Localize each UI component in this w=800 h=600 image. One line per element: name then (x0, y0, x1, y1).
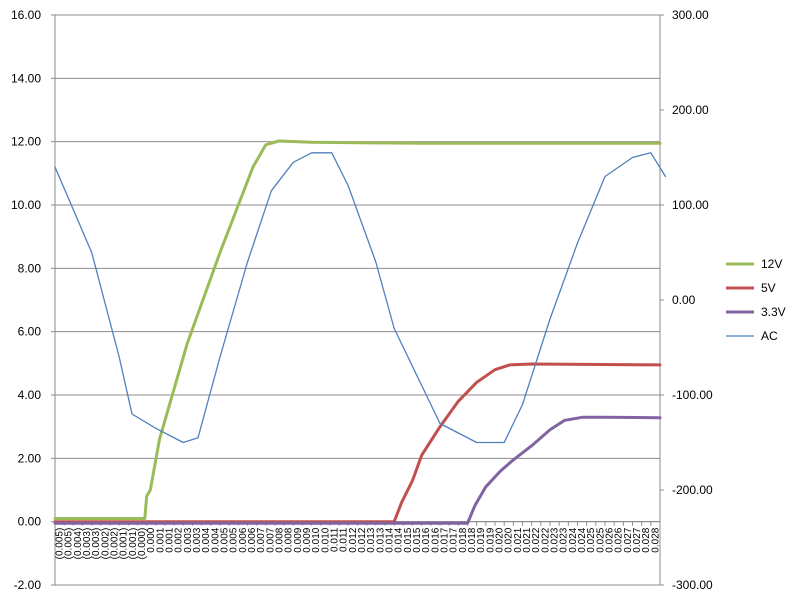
x-tick-label: 0.005 (220, 527, 231, 552)
x-tick-label: 0.027 (623, 527, 634, 552)
x-tick-label: (0.001) (128, 528, 139, 560)
x-tick-label: 0.020 (495, 527, 506, 552)
x-tick-label: 0.009 (293, 527, 304, 552)
y-left-tick-label: 2.00 (18, 451, 42, 465)
x-tick-label: 0.023 (559, 527, 570, 552)
x-tick-label: 0.023 (550, 527, 561, 552)
series-line-5v (53, 362, 662, 524)
series-lines (53, 139, 667, 525)
x-tick-label: 0.015 (412, 527, 423, 552)
y-right-tick-label: 100.00 (672, 198, 709, 212)
x-tick-label: 0.001 (165, 527, 176, 552)
series-line-3-3v (53, 415, 662, 525)
x-tick-label: 0.022 (531, 527, 542, 552)
y-left-tick-label: -2.00 (14, 578, 42, 592)
x-tick-label: 0.010 (320, 527, 331, 552)
x-tick-label: (0.000) (137, 528, 148, 560)
x-tick-label: 0.024 (568, 527, 579, 552)
y-left-tick-label: 8.00 (18, 261, 42, 275)
y-left-tick-label: 14.00 (11, 71, 41, 85)
y-left-tick-label: 0.00 (18, 515, 42, 529)
x-tick-label: 0.001 (155, 527, 166, 552)
y-axis-left: -2.00 0.00 2.00 4.00 6.00 8.00 10.00 12.00 14.00… (11, 8, 55, 592)
x-tick-label: 0.026 (614, 527, 625, 552)
legend: 12V 5V 3.3V AC (726, 257, 786, 343)
legend-label-12v: 12V (761, 257, 782, 271)
y-right-tick-label: 0.00 (672, 293, 696, 307)
y-right-tick-label: 300.00 (672, 8, 709, 22)
x-tick-label: 0.013 (375, 527, 386, 552)
y-left-tick-label: 4.00 (18, 388, 42, 402)
legend-label-3-3v: 3.3V (761, 305, 786, 319)
x-tick-label: 0.017 (449, 527, 460, 552)
x-tick-label: 0.020 (504, 527, 515, 552)
x-tick-label: 0.012 (357, 527, 368, 552)
x-tick-label: 0.025 (586, 527, 597, 552)
x-tick-label: (0.004) (73, 528, 84, 560)
x-tick-label: (0.003) (82, 528, 93, 560)
x-tick-label: (0.001) (119, 528, 130, 560)
x-tick-label: 0.008 (275, 527, 286, 552)
y-axis-right: -300.00 -200.00 -100.00 0.00 100.00 200.00 300… (660, 8, 713, 592)
x-tick-label: 0.007 (265, 527, 276, 552)
series-line-12v (53, 139, 662, 520)
x-tick-label: 0.006 (247, 527, 258, 552)
x-tick-label: 0.028 (641, 527, 652, 552)
x-axis: (0.005)(0.005)(0.004)(0.003)(0.003)(0.00… (54, 521, 661, 560)
x-tick-label: 0.028 (650, 527, 661, 552)
x-tick-label: 0.016 (421, 527, 432, 552)
x-tick-label: 0.005 (229, 527, 240, 552)
legend-label-5v: 5V (761, 281, 776, 295)
x-tick-label: 0.017 (440, 527, 451, 552)
x-tick-label: 0.013 (366, 527, 377, 552)
x-tick-label: 0.007 (256, 527, 267, 552)
x-tick-label: 0.016 (430, 527, 441, 552)
legend-label-ac: AC (761, 329, 778, 343)
x-tick-label: 0.010 (311, 527, 322, 552)
x-tick-label: 0.011 (339, 527, 350, 552)
x-tick-label: 0.014 (394, 527, 405, 552)
y-right-tick-label: -300.00 (672, 578, 713, 592)
x-tick-label: 0.018 (467, 527, 478, 552)
y-left-tick-label: 10.00 (11, 198, 41, 212)
x-tick-label: 0.006 (238, 527, 249, 552)
x-tick-label: 0.015 (403, 527, 414, 552)
y-left-tick-label: 16.00 (11, 8, 41, 22)
series-line-ac (54, 152, 667, 444)
x-tick-label: (0.002) (110, 528, 121, 560)
x-tick-label: 0.002 (174, 527, 185, 552)
x-tick-label: 0.022 (540, 527, 551, 552)
x-tick-label: 0.012 (348, 527, 359, 552)
y-left-tick-label: 12.00 (11, 135, 41, 149)
x-tick-label: 0.003 (192, 527, 203, 552)
x-tick-label: 0.014 (385, 527, 396, 552)
x-tick-label: (0.005) (55, 528, 66, 560)
y-left-tick-label: 6.00 (18, 325, 42, 339)
x-tick-label: 0.008 (284, 527, 295, 552)
x-tick-label: (0.002) (100, 528, 111, 560)
x-tick-label: 0.004 (201, 527, 212, 552)
x-tick-label: 0.021 (513, 527, 524, 552)
x-tick-label: 0.018 (458, 527, 469, 552)
x-tick-label: 0.003 (183, 527, 194, 552)
x-tick-label: 0.025 (595, 527, 606, 552)
x-tick-label: 0.026 (605, 527, 616, 552)
x-tick-label: (0.005) (64, 528, 75, 560)
x-tick-label: 0.019 (485, 527, 496, 552)
x-tick-label: 0.024 (577, 527, 588, 552)
x-tick-label: 0.009 (302, 527, 313, 552)
x-tick-label: 0.011 (330, 527, 341, 552)
x-tick-label: (0.003) (91, 528, 102, 560)
x-tick-label: 0.000 (146, 527, 157, 552)
y-right-tick-label: 200.00 (672, 103, 709, 117)
y-right-tick-label: -200.00 (672, 483, 713, 497)
x-tick-label: 0.021 (522, 527, 533, 552)
x-tick-label: 0.019 (476, 527, 487, 552)
x-tick-label: 0.027 (632, 527, 643, 552)
x-tick-label: 0.004 (210, 527, 221, 552)
y-right-tick-label: -100.00 (672, 388, 713, 402)
